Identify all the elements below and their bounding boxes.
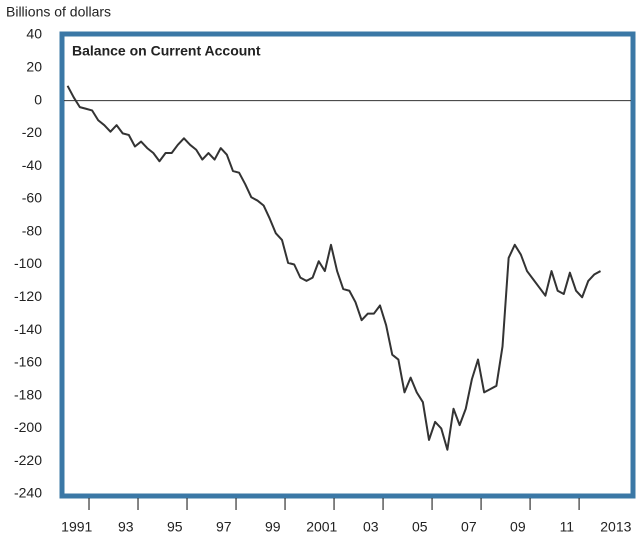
x-tick-label: 2001: [306, 519, 337, 535]
line-series: [66, 85, 602, 451]
y-tick-label: 0: [34, 91, 42, 107]
y-tick-label: -100: [14, 255, 42, 271]
chart-title: Balance on Current Account: [72, 43, 261, 59]
x-tick-label: 95: [167, 519, 183, 535]
y-tick-label: 40: [26, 26, 42, 42]
x-tick-label: 07: [461, 519, 477, 535]
plot-frame: [59, 31, 636, 499]
x-tick-label: 93: [118, 519, 134, 535]
y-tick-label: -60: [22, 190, 42, 206]
y-axis-label: Billions of dollars: [6, 4, 111, 20]
x-tick-label: 05: [412, 519, 428, 535]
x-tick-label: 99: [265, 519, 281, 535]
y-tick-label: -180: [14, 386, 42, 402]
y-tick-label: -140: [14, 321, 42, 337]
x-tick-label: 11: [560, 519, 575, 535]
y-tick-label: -120: [14, 288, 42, 304]
x-tick-label: 03: [363, 519, 379, 535]
y-tick-label: -220: [14, 452, 42, 468]
y-tick-label: -20: [22, 124, 42, 140]
x-tick-label: 97: [216, 519, 232, 535]
x-tick-label: 1991: [61, 519, 92, 535]
y-tick-label: -40: [22, 157, 42, 173]
y-tick-label: 20: [26, 58, 42, 74]
y-tick-label: -200: [14, 419, 42, 435]
x-tick-label: 2013: [600, 519, 631, 535]
y-tick-label: -160: [14, 354, 42, 370]
x-tick-label: 09: [510, 519, 526, 535]
y-tick-label: -80: [22, 222, 42, 238]
y-tick-label: -240: [14, 485, 42, 501]
